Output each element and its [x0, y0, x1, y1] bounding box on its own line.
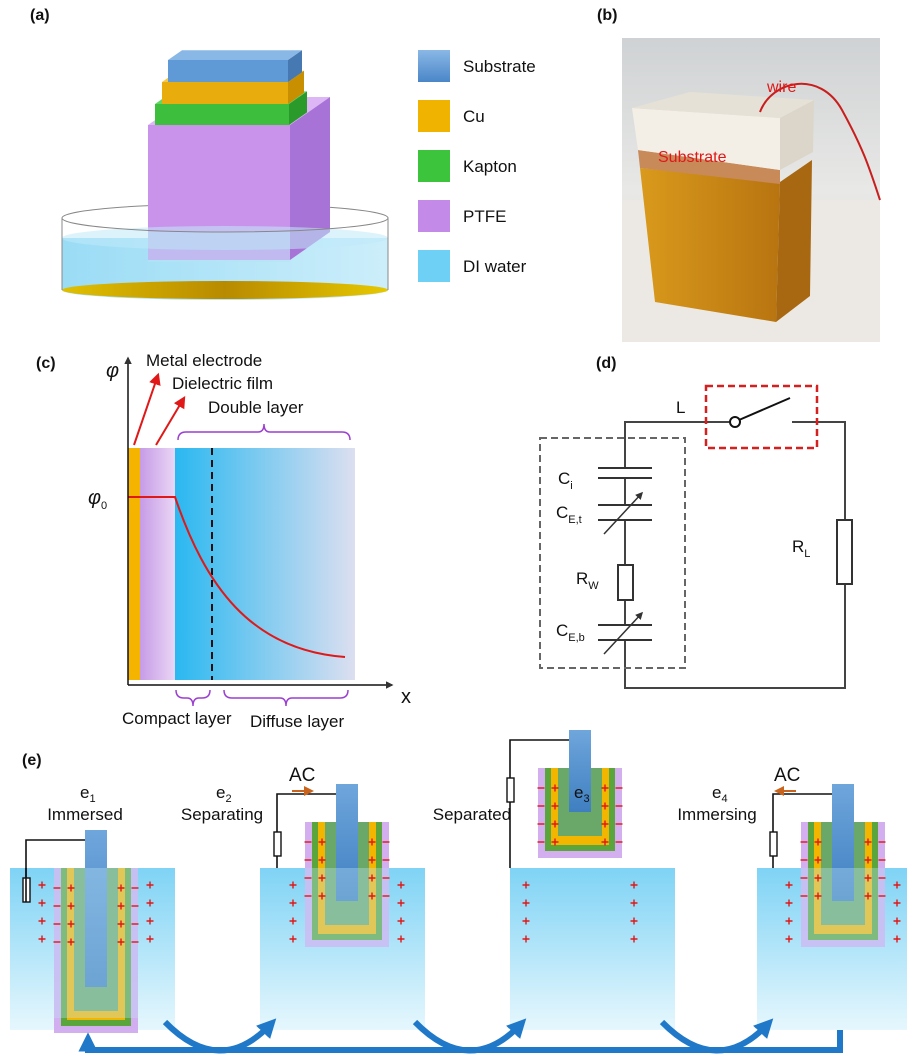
substrate-layer-top [168, 50, 302, 60]
panel-label: (b) [597, 7, 617, 24]
subscript: E,b [568, 632, 585, 644]
legend-label: Substrate [463, 57, 536, 76]
cycle-arrow [415, 1022, 521, 1051]
variable-arrow [604, 493, 642, 534]
figure: (a) (b) (c) (d) (e) Substrate Cu Kapton … [0, 0, 907, 1058]
photo-annotation: Substrate [658, 149, 727, 166]
stage-id: e1 [80, 783, 96, 805]
stage-id: e2 [216, 783, 232, 805]
symbol: R [792, 537, 804, 556]
double-layer-brace [178, 424, 350, 440]
load-resistor [770, 832, 777, 856]
component-label: Ci [558, 469, 573, 492]
switch-pivot [730, 417, 740, 427]
water-overlay [54, 868, 138, 1018]
water-tank [510, 868, 675, 1030]
pointer-arrow [134, 375, 158, 445]
metal-electrode [128, 448, 140, 680]
dielectric-film [140, 448, 175, 680]
subscript: E,t [568, 514, 581, 526]
dish-bottom [62, 281, 388, 299]
component-label: CE,t [556, 503, 582, 526]
legend-swatch [418, 150, 450, 182]
axis-label: φ [106, 360, 119, 382]
panel-label: (a) [30, 7, 50, 24]
component-label: RL [792, 537, 810, 560]
stage-id: e4 [712, 783, 728, 805]
resistor-w [618, 565, 633, 600]
symbol: R [576, 569, 588, 588]
diffuse-layer-brace [224, 690, 348, 706]
annotation: Diffuse layer [250, 712, 345, 731]
legend-swatch [418, 100, 450, 132]
photo-annotation: wire [766, 79, 796, 96]
current-label: AC [289, 765, 315, 786]
device-body-side [776, 160, 812, 322]
compact-layer-brace [176, 690, 210, 706]
subscript: i [570, 480, 572, 492]
legend-label: Cu [463, 107, 485, 126]
switch-blade [739, 398, 790, 420]
circuit-wire [625, 584, 845, 688]
stage-name: Immersing [677, 805, 756, 824]
return-arrow [88, 1030, 840, 1050]
symbol: e [712, 783, 721, 802]
circuit-wire [792, 422, 845, 520]
kapton-layer-front [155, 104, 289, 125]
stage-name: Immersed [47, 805, 123, 824]
device-body-front [640, 168, 780, 322]
substrate-layer-front [168, 60, 288, 82]
panel-label: (c) [36, 355, 56, 372]
annotation: Metal electrode [146, 351, 262, 370]
subscript: 1 [89, 793, 95, 805]
potential-label: φ0 [88, 487, 107, 512]
load-resistor [274, 832, 281, 856]
cycle-arrow [662, 1022, 768, 1051]
subscript: L [804, 548, 810, 560]
subscript: W [588, 580, 599, 592]
legend-label: DI water [463, 257, 527, 276]
cu-layer-front [162, 82, 288, 104]
subscript: 4 [721, 793, 727, 805]
component-label: RW [576, 569, 599, 592]
legend-label: Kapton [463, 157, 517, 176]
stage-name: Separated [433, 805, 511, 824]
legend-swatch [418, 200, 450, 232]
resistor-l [837, 520, 852, 584]
subscript: 0 [101, 500, 107, 512]
symbol: C [558, 469, 570, 488]
symbol: φ [88, 487, 101, 509]
legend-swatch [418, 50, 450, 82]
switch-box [706, 386, 817, 448]
symbol: C [556, 621, 568, 640]
stage-name: Separating [181, 805, 263, 824]
component-label: L [676, 398, 685, 417]
symbol: e [574, 783, 583, 802]
legend-swatch [418, 250, 450, 282]
circuit-wire [625, 422, 729, 468]
ptfe-submerged [148, 232, 290, 262]
legend-label: PTFE [463, 207, 506, 226]
axis-label: x [401, 686, 411, 708]
water-overlay [801, 868, 885, 947]
subscript: 2 [225, 793, 231, 805]
symbol: e [216, 783, 225, 802]
panel-label: (e) [22, 752, 42, 769]
cycle-arrow [165, 1022, 271, 1051]
symbol: C [556, 503, 568, 522]
annotation: Compact layer [122, 709, 232, 728]
water-overlay [305, 868, 389, 947]
variable-arrow [604, 613, 642, 654]
symbol: e [80, 783, 89, 802]
current-label: AC [774, 765, 800, 786]
annotation: Double layer [208, 398, 304, 417]
annotation: Dielectric film [172, 374, 273, 393]
subscript: 3 [583, 793, 589, 805]
panel-label: (d) [596, 355, 616, 372]
double-layer [175, 448, 355, 680]
component-label: CE,b [556, 621, 585, 644]
load-resistor [507, 778, 514, 802]
pointer-arrow [156, 398, 184, 445]
